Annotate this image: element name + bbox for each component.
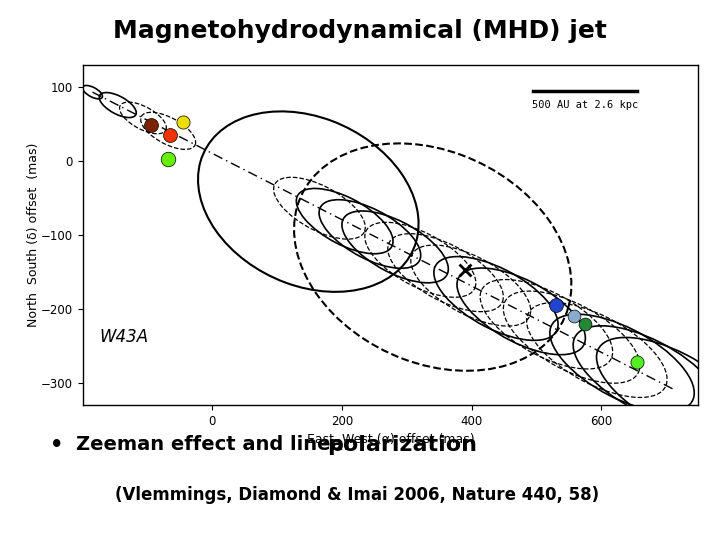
Text: Zeeman effect and linear: Zeeman effect and linear	[76, 435, 359, 454]
Point	[145, 121, 156, 130]
Point	[550, 301, 562, 309]
X-axis label: East  West (α) offset (mas): East West (α) offset (mas)	[307, 433, 474, 446]
Text: Magnetohydrodynamical (MHD) jet: Magnetohydrodynamical (MHD) jet	[113, 19, 607, 43]
Text: W43A: W43A	[99, 328, 148, 346]
Text: polarization: polarization	[328, 435, 477, 455]
Point	[177, 118, 189, 127]
Point	[164, 131, 176, 139]
Point	[579, 319, 590, 328]
Point	[568, 312, 580, 321]
Y-axis label: North  South (δ) offset  (mas): North South (δ) offset (mas)	[27, 143, 40, 327]
Text: 500 AU at 2.6 kpc: 500 AU at 2.6 kpc	[532, 99, 638, 110]
Text: •: •	[50, 435, 64, 455]
Point	[631, 358, 642, 367]
Point	[163, 155, 174, 164]
Text: (Vlemmings, Diamond & Imai 2006, Nature 440, 58): (Vlemmings, Diamond & Imai 2006, Nature …	[115, 486, 599, 504]
